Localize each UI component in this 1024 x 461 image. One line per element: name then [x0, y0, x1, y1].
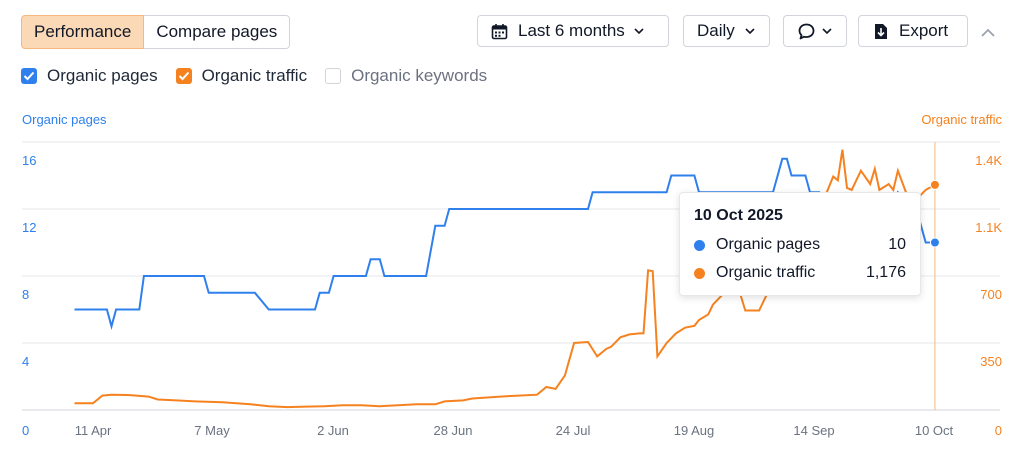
toggle-label: Organic pages: [47, 66, 158, 85]
y-left-tick: 4: [22, 354, 30, 369]
y-left-tick: 12: [22, 220, 37, 235]
toggle-label: Organic traffic: [201, 66, 308, 85]
export-button[interactable]: Export: [858, 15, 968, 47]
y-left-tick: 0: [22, 423, 30, 438]
tooltip-row-pages: Organic pages 10: [694, 235, 906, 255]
chart-tooltip: 10 Oct 2025 Organic pages 10 Organic tra…: [679, 192, 921, 296]
tooltip-label: Organic pages: [716, 236, 821, 253]
date-range-label: Last 6 months: [518, 21, 625, 40]
x-tick: 24 Jul: [555, 423, 591, 438]
export-label: Export: [899, 21, 949, 40]
download-icon: [874, 23, 888, 40]
tab-compare-pages[interactable]: Compare pages: [144, 15, 291, 49]
point-organic-pages: [929, 237, 940, 248]
checkbox-checked-icon[interactable]: [21, 68, 37, 84]
granularity-label: Daily: [697, 21, 735, 40]
chevron-down-icon: [745, 27, 755, 35]
comment-icon: [797, 22, 816, 41]
view-tabs: Performance Compare pages: [21, 15, 291, 49]
y-right-tick: 350: [980, 354, 1002, 369]
tab-performance[interactable]: Performance: [21, 15, 145, 49]
x-tick: 2 Jun: [317, 423, 349, 438]
right-axis-title: Organic traffic: [921, 112, 1002, 127]
tooltip-row-traffic: Organic traffic 1,176: [694, 263, 906, 283]
x-tick: 11 Apr: [74, 423, 112, 438]
toggle-organic-keywords[interactable]: Organic keywords: [325, 66, 487, 86]
chevron-down-icon: [634, 27, 644, 35]
checkbox-unchecked-icon[interactable]: [325, 68, 342, 84]
y-left-tick: 16: [22, 153, 37, 168]
y-right-tick: 700: [980, 287, 1002, 302]
date-range-dropdown[interactable]: Last 6 months: [477, 15, 669, 47]
checkbox-checked-icon[interactable]: [175, 68, 192, 84]
x-tick: 10 Oct: [914, 423, 954, 438]
x-tick: 19 Aug: [673, 423, 715, 438]
tooltip-value: 10: [888, 236, 906, 253]
left-axis-title: Organic pages: [22, 112, 107, 127]
toggle-organic-pages[interactable]: Organic pages: [21, 66, 158, 86]
series-dot-icon: [694, 239, 705, 251]
chevron-down-icon: [822, 27, 832, 35]
y-right-tick: 1.4K: [975, 153, 1002, 168]
collapse-button[interactable]: [980, 25, 996, 43]
metric-toggles: Organic pages Organic traffic Organic ke…: [21, 66, 505, 86]
series-dot-icon: [694, 267, 705, 279]
x-tick: 28 Jun: [433, 423, 473, 438]
tooltip-value: 1,176: [865, 264, 906, 281]
y-right-tick: 0: [994, 423, 1002, 438]
calendar-icon: [491, 23, 508, 40]
granularity-dropdown[interactable]: Daily: [683, 15, 770, 47]
annotations-dropdown[interactable]: [783, 15, 847, 47]
point-organic-traffic: [929, 179, 940, 190]
toggle-organic-traffic[interactable]: Organic traffic: [175, 66, 308, 86]
y-left-tick: 8: [22, 287, 30, 302]
x-tick: 14 Sep: [793, 423, 835, 438]
y-right-tick: 1.1K: [975, 220, 1002, 235]
tooltip-date: 10 Oct 2025: [694, 207, 783, 224]
toggle-label: Organic keywords: [351, 66, 488, 85]
tooltip-label: Organic traffic: [716, 264, 816, 281]
x-tick: 7 May: [194, 423, 230, 438]
chevron-up-icon: [980, 25, 996, 42]
series-line-organic-traffic: [74, 149, 936, 409]
